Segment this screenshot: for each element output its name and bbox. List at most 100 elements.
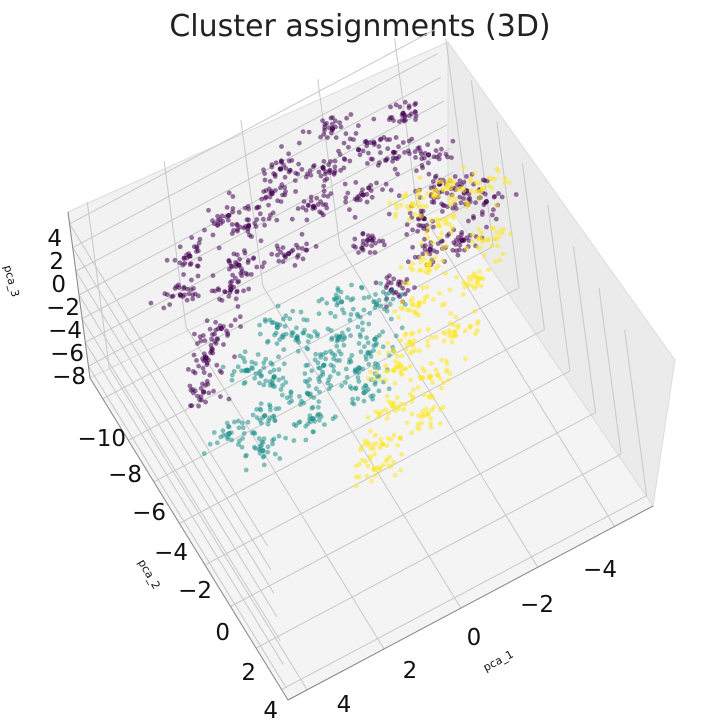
scatter-point-series-0 xyxy=(224,205,230,210)
scatter-point-series-2 xyxy=(435,193,441,199)
scatter-point-series-0 xyxy=(457,238,462,244)
scatter-point-series-2 xyxy=(433,255,439,260)
scatter-point-series-0 xyxy=(371,139,377,145)
scatter-point-series-0 xyxy=(404,277,410,282)
scatter-point-series-2 xyxy=(418,259,423,265)
scatter-point-series-2 xyxy=(412,338,417,344)
scatter-point-series-2 xyxy=(482,252,487,258)
scatter-point-series-1 xyxy=(343,366,349,372)
scatter-point-series-0 xyxy=(216,245,222,251)
scatter-point-series-1 xyxy=(277,456,283,461)
scatter-point-series-0 xyxy=(466,218,471,224)
scatter-point-series-2 xyxy=(447,287,453,293)
scatter-point-series-1 xyxy=(258,373,264,379)
scatter-point-series-1 xyxy=(220,428,226,434)
scatter-point-series-2 xyxy=(495,243,500,249)
scatter-point-series-1 xyxy=(314,333,320,339)
scatter-point-series-2 xyxy=(353,474,359,480)
scatter-point-series-1 xyxy=(241,431,247,436)
scatter-point-series-0 xyxy=(184,297,190,303)
scatter-point-series-0 xyxy=(396,193,402,199)
scatter-point-series-0 xyxy=(347,207,352,213)
scatter-point-series-0 xyxy=(269,251,275,257)
scatter-point-series-1 xyxy=(304,345,310,351)
scatter-point-series-1 xyxy=(267,369,273,375)
scatter-point-series-1 xyxy=(370,396,375,402)
x-tick-label: 0 xyxy=(467,625,482,651)
scatter-point-series-2 xyxy=(367,369,373,375)
grid-line-y xyxy=(179,328,545,524)
scatter-point-series-1 xyxy=(253,361,258,367)
scatter-point-series-0 xyxy=(278,249,284,255)
scatter-point-series-0 xyxy=(406,148,411,154)
scatter-point-series-2 xyxy=(406,217,412,223)
scatter-point-series-2 xyxy=(444,243,450,249)
scatter-point-series-1 xyxy=(272,451,278,457)
scatter-point-series-1 xyxy=(340,330,345,336)
scatter-point-series-1 xyxy=(316,298,322,304)
scatter-point-series-2 xyxy=(389,400,394,406)
scatter-point-series-1 xyxy=(373,292,378,297)
scatter-point-series-0 xyxy=(210,218,215,224)
scatter-point-series-2 xyxy=(428,425,434,430)
scatter-point-series-1 xyxy=(272,418,278,423)
scatter-point-series-0 xyxy=(300,205,306,211)
scatter-point-series-1 xyxy=(313,386,319,391)
scatter-point-series-2 xyxy=(398,202,404,208)
scatter-point-series-1 xyxy=(330,416,336,422)
scatter-point-series-2 xyxy=(425,343,431,349)
scatter-point-series-0 xyxy=(207,326,213,332)
scatter-point-series-0 xyxy=(192,370,198,376)
scatter-point-series-1 xyxy=(283,380,289,385)
scatter-point-series-2 xyxy=(463,356,468,362)
scatter-point-series-2 xyxy=(492,176,498,182)
scatter-point-series-0 xyxy=(192,331,197,337)
scatter-point-series-0 xyxy=(269,164,275,170)
z-tick-label: −2 xyxy=(46,295,80,321)
scatter-point-series-0 xyxy=(190,296,196,302)
scatter-point-series-2 xyxy=(388,437,394,442)
scatter-point-series-0 xyxy=(192,388,198,394)
scatter-point-series-1 xyxy=(353,385,359,391)
scatter-point-series-0 xyxy=(280,192,285,198)
scatter-point-series-2 xyxy=(489,243,495,248)
scatter-point-series-1 xyxy=(249,359,255,365)
scatter-point-series-0 xyxy=(433,148,439,154)
scatter-point-series-1 xyxy=(261,365,267,371)
scatter-point-series-0 xyxy=(356,250,361,255)
scatter-point-series-2 xyxy=(437,235,442,241)
x-axis-label: pca_1 xyxy=(481,648,516,675)
scatter-point-series-0 xyxy=(305,202,311,208)
scatter-point-series-2 xyxy=(430,240,435,246)
scatter-point-series-2 xyxy=(468,176,474,182)
scatter-point-series-2 xyxy=(479,283,484,289)
scatter-point-series-1 xyxy=(236,418,241,424)
scatter-point-series-0 xyxy=(202,338,208,344)
scatter-point-series-2 xyxy=(408,298,414,304)
scatter-point-series-1 xyxy=(312,329,318,334)
scatter-point-series-2 xyxy=(465,201,471,207)
scatter-point-series-1 xyxy=(309,368,315,374)
scatter-point-series-1 xyxy=(339,383,344,389)
scatter-point-series-1 xyxy=(304,379,310,385)
scatter-point-series-0 xyxy=(164,257,170,263)
scatter-point-series-1 xyxy=(229,377,235,383)
scatter-point-series-0 xyxy=(327,167,333,173)
y-tick-label: −8 xyxy=(108,462,142,488)
scatter-point-series-1 xyxy=(316,311,322,317)
scatter-point-series-1 xyxy=(276,433,282,439)
scatter-point-series-1 xyxy=(350,396,355,402)
scatter-point-series-0 xyxy=(283,255,288,260)
scatter-point-series-0 xyxy=(308,194,314,200)
scatter-point-series-2 xyxy=(398,264,404,270)
scatter-point-series-0 xyxy=(377,238,382,244)
scatter-point-series-0 xyxy=(196,240,202,246)
scatter-point-series-2 xyxy=(403,346,409,352)
scatter-point-series-0 xyxy=(405,288,411,293)
scatter-point-series-0 xyxy=(341,140,347,146)
scatter-point-series-0 xyxy=(342,181,348,187)
scatter-point-series-0 xyxy=(321,193,327,199)
scatter-point-series-0 xyxy=(393,135,399,140)
scatter-point-series-0 xyxy=(360,231,366,237)
scatter-point-series-2 xyxy=(392,214,398,220)
